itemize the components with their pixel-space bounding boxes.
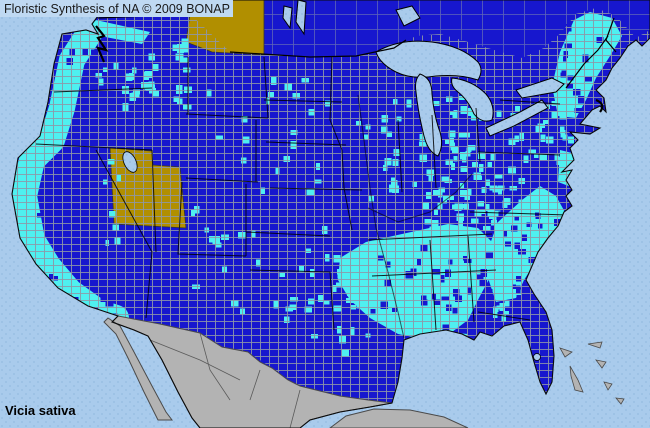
lake-michigan — [415, 73, 443, 157]
puget-sound-inlets — [95, 25, 604, 113]
species-label: Vicia sativa — [5, 403, 76, 418]
cuba-region — [329, 408, 469, 428]
other-land — [103, 315, 625, 428]
lakes — [122, 0, 565, 361]
lake-superior — [375, 40, 482, 81]
lake-okeechobee — [533, 353, 541, 361]
lake-winnipeg — [295, 0, 307, 36]
bahamas-islands — [559, 341, 625, 405]
title-bar: Floristic Synthesis of NA © 2009 BONAP — [0, 0, 233, 17]
lake-erie — [485, 99, 549, 137]
map-title: Floristic Synthesis of NA © 2009 BONAP — [4, 2, 230, 16]
baja-region — [103, 317, 173, 421]
mexico-state-lines — [149, 332, 301, 428]
lake-manitoba — [282, 5, 293, 30]
lake-ontario — [515, 77, 565, 99]
lake-huron — [451, 77, 494, 122]
state-borders — [35, 56, 569, 339]
great-salt-lake — [122, 151, 138, 173]
lake-nipigon — [395, 5, 421, 27]
